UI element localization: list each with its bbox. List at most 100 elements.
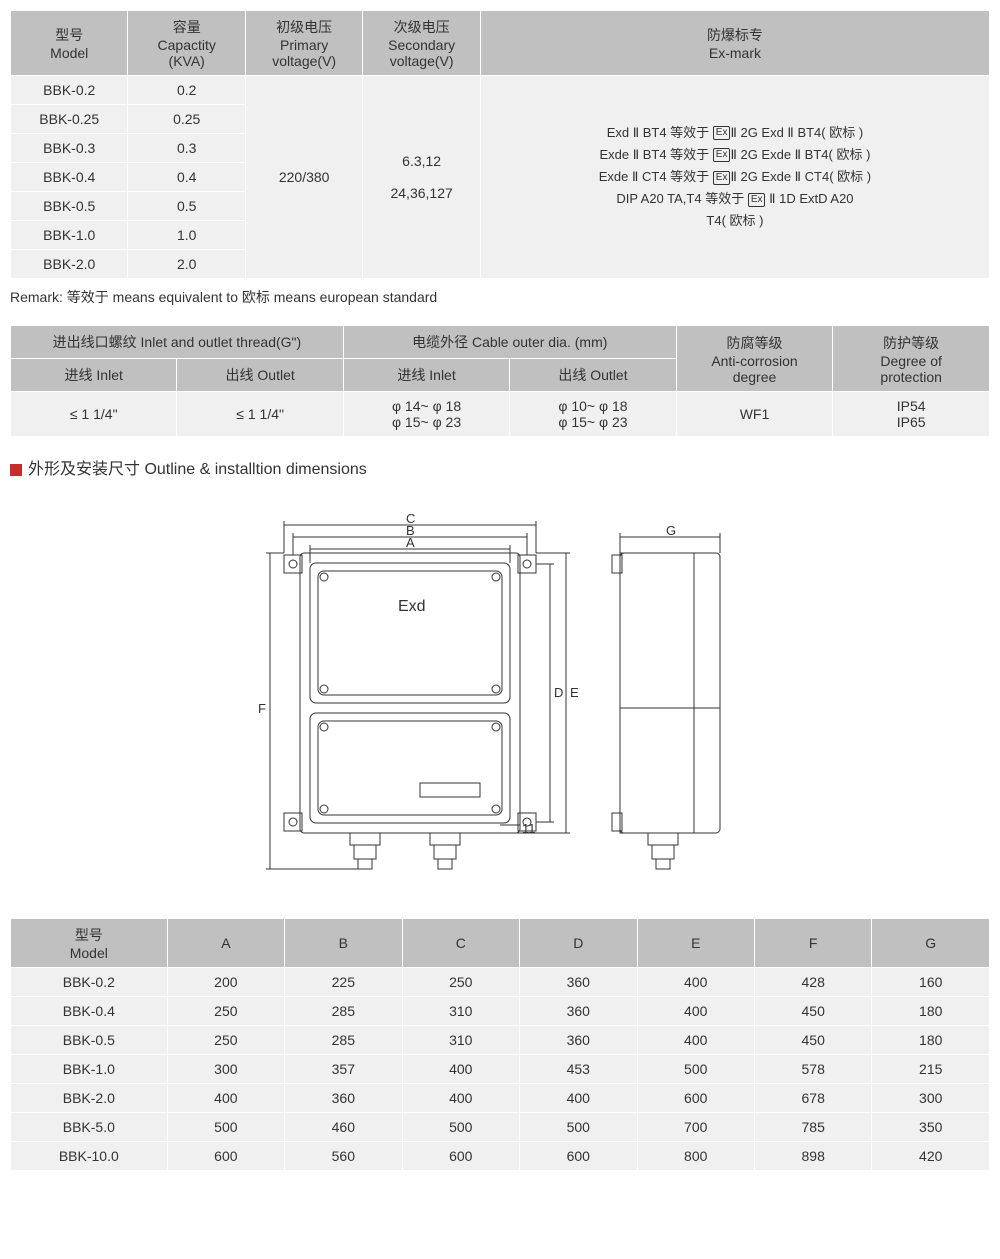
specs-table-1: 型号 Model 容量 Capactity (KVA) 初级电压 Primary… — [10, 10, 990, 279]
cell: 0.3 — [128, 134, 245, 163]
cell: 215 — [872, 1055, 990, 1084]
th-anti: 防腐等级 Anti-corrosion degree — [676, 326, 833, 392]
cell: BBK-1.0 — [11, 1055, 168, 1084]
outline-diagram: C B A D E F 11 G Exd — [10, 493, 990, 896]
cell: 360 — [285, 1084, 402, 1113]
cell: 400 — [637, 1026, 754, 1055]
dim-g: G — [666, 523, 676, 538]
th-dim: A — [167, 919, 284, 968]
table-row: BBK-2.0400360400400600678300 — [11, 1084, 990, 1113]
dimensions-table: 型号 ModelABCDEFG BBK-0.220022525036040042… — [10, 918, 990, 1171]
cell: 450 — [754, 997, 871, 1026]
dim-d: D — [554, 685, 563, 700]
table-row: ≤ 1 1/4" ≤ 1 1/4" φ 14~ φ 18 φ 15~ φ 23 … — [11, 392, 990, 437]
cell: 250 — [167, 1026, 284, 1055]
th-model: 型号 Model — [11, 919, 168, 968]
cell: BBK-2.0 — [11, 250, 128, 279]
cell: 250 — [402, 968, 519, 997]
cell: BBK-0.5 — [11, 1026, 168, 1055]
cell: 360 — [520, 1026, 637, 1055]
table-row: BBK-10.0600560600600800898420 — [11, 1142, 990, 1171]
table-row: BBK-5.0500460500500700785350 — [11, 1113, 990, 1142]
cell: 450 — [754, 1026, 871, 1055]
cell: 360 — [520, 997, 637, 1026]
cell: IP54 IP65 — [833, 392, 990, 437]
ex-icon: Ex — [748, 193, 766, 207]
cell: 400 — [167, 1084, 284, 1113]
cell: BBK-0.4 — [11, 997, 168, 1026]
th-prot: 防护等级 Degree of protection — [833, 326, 990, 392]
cell: BBK-0.5 — [11, 192, 128, 221]
section-title-text: 外形及安装尺寸 Outline & installtion dimensions — [28, 461, 367, 478]
specs-table-2: 进出线口螺纹 Inlet and outlet thread(G") 电缆外径 … — [10, 325, 990, 437]
th-dim: E — [637, 919, 754, 968]
ex-icon: Ex — [713, 126, 731, 140]
cell: BBK-1.0 — [11, 221, 128, 250]
th-t-outlet: 出线 Outlet — [177, 359, 343, 392]
cell: 0.2 — [128, 76, 245, 105]
cell: 350 — [872, 1113, 990, 1142]
cell: 400 — [637, 968, 754, 997]
cell: 600 — [520, 1142, 637, 1171]
table-row: BBK-1.0300357400453500578215 — [11, 1055, 990, 1084]
cell: 6.3,12 24,36,127 — [363, 76, 480, 279]
cell: 180 — [872, 1026, 990, 1055]
cell: 250 — [167, 997, 284, 1026]
cell: 785 — [754, 1113, 871, 1142]
cell: 420 — [872, 1142, 990, 1171]
table-row: BBK-0.5250285310360400450180 — [11, 1026, 990, 1055]
cell: 1.0 — [128, 221, 245, 250]
cell: 400 — [402, 1084, 519, 1113]
table-row: BBK-0.4250285310360400450180 — [11, 997, 990, 1026]
section-title: 外形及安装尺寸 Outline & installtion dimensions — [10, 455, 990, 479]
cell: 225 — [285, 968, 402, 997]
cell: 678 — [754, 1084, 871, 1113]
cell: BBK-0.4 — [11, 163, 128, 192]
cell: φ 14~ φ 18 φ 15~ φ 23 — [343, 392, 509, 437]
ex-icon: Ex — [713, 148, 731, 162]
cell: 300 — [872, 1084, 990, 1113]
th-t-inlet: 进线 Inlet — [11, 359, 177, 392]
cell: 310 — [402, 997, 519, 1026]
cell: 600 — [402, 1142, 519, 1171]
table-row: BBK-0.20.2220/3806.3,12 24,36,127Exd Ⅱ B… — [11, 76, 990, 105]
cell: 700 — [637, 1113, 754, 1142]
cell: 285 — [285, 997, 402, 1026]
cell: 0.5 — [128, 192, 245, 221]
cell: 220/380 — [245, 76, 362, 279]
cell: 560 — [285, 1142, 402, 1171]
cell: 898 — [754, 1142, 871, 1171]
cell: 160 — [872, 968, 990, 997]
cell: φ 10~ φ 18 φ 15~ φ 23 — [510, 392, 676, 437]
cell: BBK-0.2 — [11, 968, 168, 997]
cell: 500 — [167, 1113, 284, 1142]
th-dim: G — [872, 919, 990, 968]
th-c-outlet: 出线 Outlet — [510, 359, 676, 392]
cell: 310 — [402, 1026, 519, 1055]
th-dim: F — [754, 919, 871, 968]
cell: 453 — [520, 1055, 637, 1084]
th-secondary: 次级电压 Secondary voltage(V) — [363, 11, 480, 76]
th-dim: D — [520, 919, 637, 968]
cell: 500 — [402, 1113, 519, 1142]
cell-exmark: Exd Ⅱ BT4 等效于 ExⅡ 2G Exd Ⅱ BT4( 欧标 )Exde… — [480, 76, 989, 279]
remark-text: Remark: 等效于 means equivalent to 欧标 means… — [10, 287, 990, 307]
th-cable: 电缆外径 Cable outer dia. (mm) — [343, 326, 676, 359]
cell: 460 — [285, 1113, 402, 1142]
cell: 2.0 — [128, 250, 245, 279]
cell: WF1 — [676, 392, 833, 437]
cell: BBK-0.3 — [11, 134, 128, 163]
th-c-inlet: 进线 Inlet — [343, 359, 509, 392]
th-dim: C — [402, 919, 519, 968]
cell: 200 — [167, 968, 284, 997]
cell: 0.4 — [128, 163, 245, 192]
th-model: 型号 Model — [11, 11, 128, 76]
th-thread: 进出线口螺纹 Inlet and outlet thread(G") — [11, 326, 344, 359]
cell: 600 — [167, 1142, 284, 1171]
cell: 400 — [520, 1084, 637, 1113]
ex-icon: Ex — [713, 171, 731, 185]
th-primary: 初级电压 Primary voltage(V) — [245, 11, 362, 76]
cell: ≤ 1 1/4" — [11, 392, 177, 437]
cell: 600 — [637, 1084, 754, 1113]
th-dim: B — [285, 919, 402, 968]
